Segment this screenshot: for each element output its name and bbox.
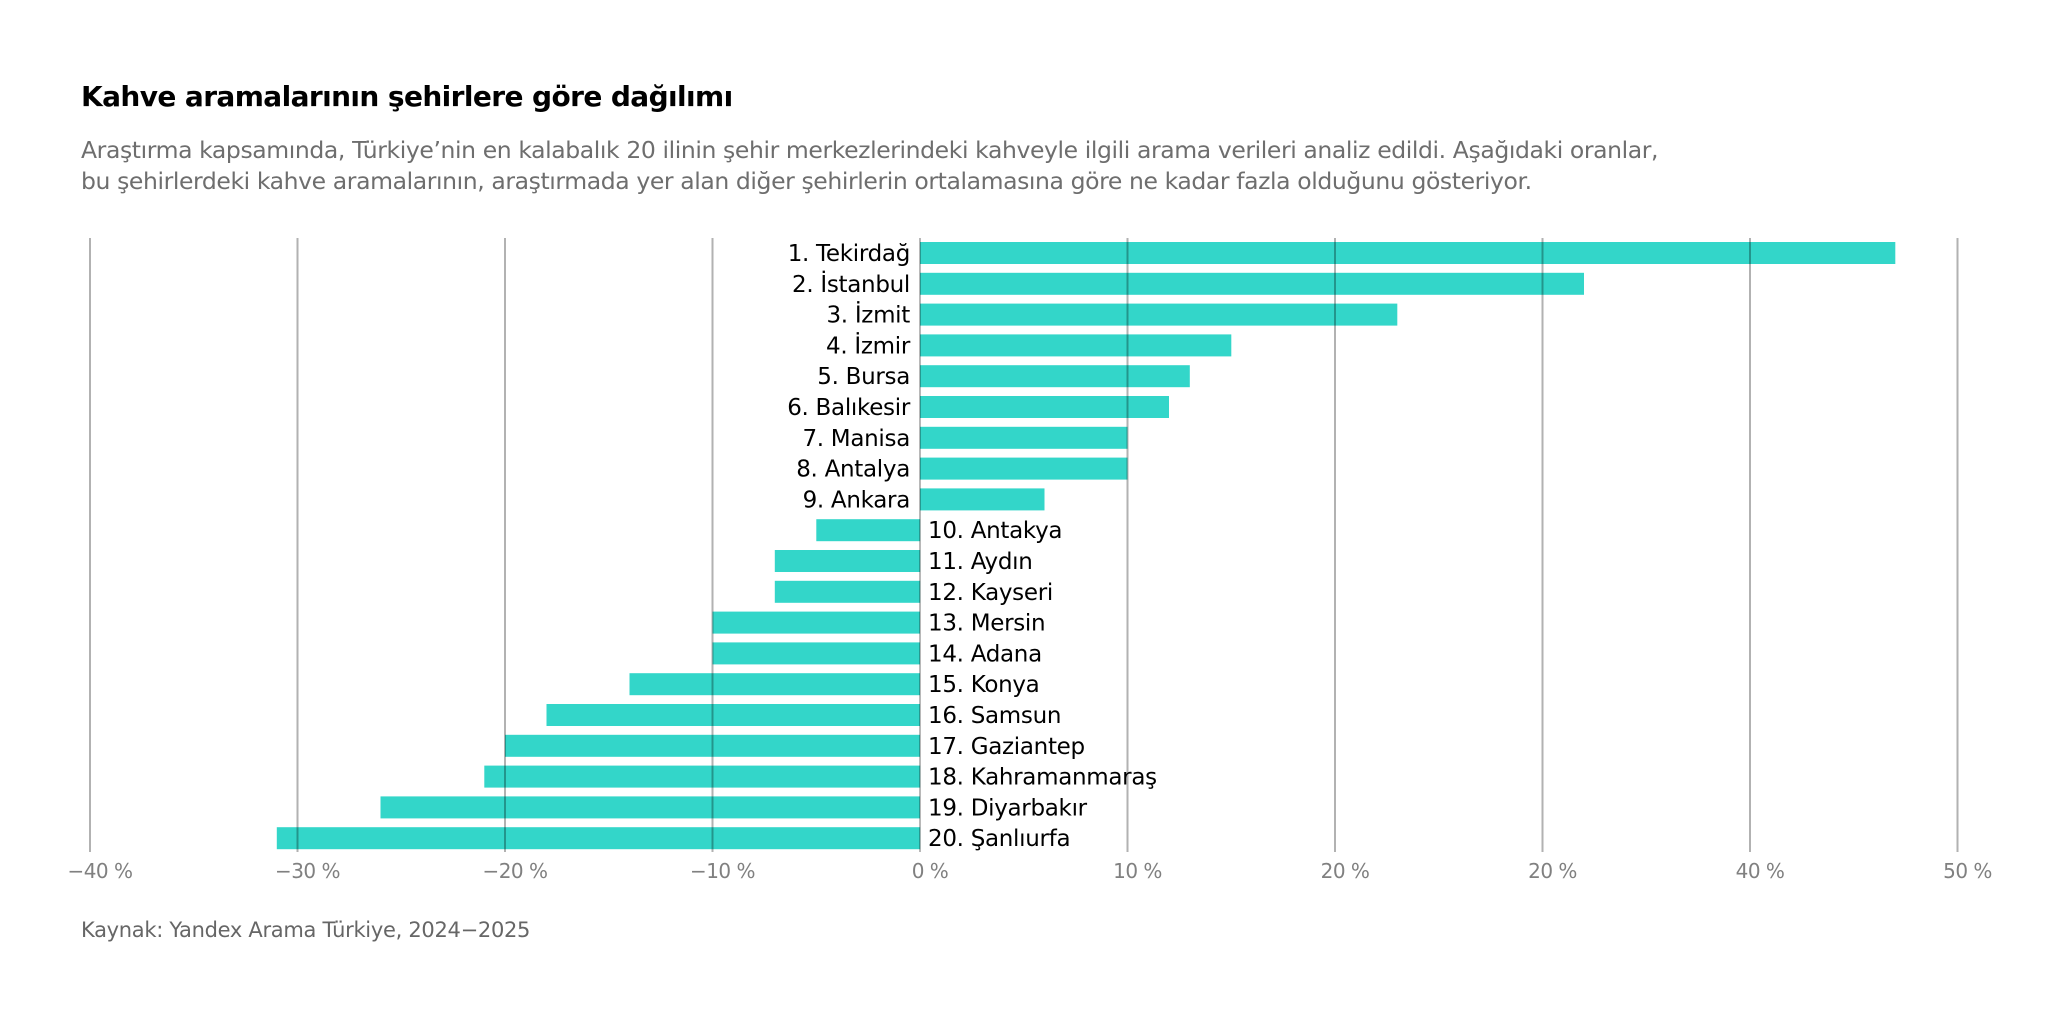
subtitle-line-2: bu şehirlerdeki kahve aramalarının, araş… (81, 167, 1532, 195)
bar-label: 19. Diyarbakır (928, 795, 1088, 821)
bar (546, 704, 920, 726)
bar-label: 4. İzmir (826, 331, 911, 359)
bar (484, 765, 921, 788)
bar (774, 550, 921, 572)
bar (920, 396, 1169, 418)
bar (712, 642, 920, 665)
x-tick-label: −30 % (275, 859, 340, 883)
bar-label: 11. Aydın (928, 549, 1033, 575)
bar-label: 14. Adana (928, 641, 1042, 667)
bar-label: 1. Tekirdağ (788, 241, 910, 267)
bar (505, 734, 920, 757)
bar (920, 303, 1398, 326)
x-tick-label: −10 % (690, 859, 755, 883)
bar (920, 488, 1045, 511)
bar-label: 20. Şanlıurfa (928, 826, 1070, 852)
bar (920, 365, 1190, 388)
x-tick-label: 20 % (1321, 859, 1370, 883)
bar-label: 3. İzmit (826, 301, 910, 329)
x-tick-label: 0 % (912, 859, 949, 883)
x-tick-label: 50 % (1943, 859, 1992, 883)
bar (816, 519, 921, 542)
gridlines-group (89, 238, 1959, 852)
bar-label: 8. Antalya (796, 457, 910, 483)
bar (380, 796, 920, 819)
source-note: Kaynak: Yandex Arama Türkiye, 2024−2025 (81, 918, 531, 942)
chart-subtitle: Araştırma kapsamında, Türkiye’nin en kal… (81, 135, 1659, 197)
bar (920, 334, 1232, 357)
x-tick-labels-group: −40 % −30 % −20 % −10 % 0 % 10 % 20 % 20 % 40 % 5… (67, 859, 1992, 883)
bar-label: 13. Mersin (928, 611, 1045, 637)
bar (774, 580, 921, 603)
bar (920, 272, 1584, 295)
bar (920, 457, 1128, 480)
chart-title: Kahve aramalarının şehirlere göre dağılı… (81, 80, 733, 113)
bar-label: 5. Bursa (817, 364, 910, 390)
bar-label: 12. Kayseri (928, 580, 1053, 606)
x-tick-label: −20 % (482, 859, 547, 883)
bar-label: 2. İstanbul (792, 270, 910, 298)
bar-label: 17. Gaziantep (928, 734, 1085, 760)
bar (712, 611, 920, 634)
x-tick-label: 10 % (1113, 859, 1162, 883)
bar-label: 7. Manisa (802, 426, 910, 452)
bar (920, 242, 1896, 264)
bar-label: 15. Konya (928, 672, 1039, 698)
bars-group (276, 242, 1896, 850)
bar-label: 16. Samsun (928, 703, 1061, 729)
x-tick-label: 20 % (1528, 859, 1577, 883)
bar-label: 10. Antakya (928, 518, 1062, 544)
x-tick-label: 40 % (1736, 859, 1785, 883)
bar (276, 827, 921, 850)
x-tick-label: −40 % (67, 859, 132, 883)
bar-label: 6. Balıkesir (787, 395, 911, 421)
bar-label: 9. Ankara (803, 487, 910, 513)
bar (629, 673, 920, 696)
bar-label: 18. Kahramanmaraş (928, 765, 1157, 791)
subtitle-line-1: Araştırma kapsamında, Türkiye’nin en kal… (81, 136, 1659, 164)
bar (920, 426, 1128, 449)
